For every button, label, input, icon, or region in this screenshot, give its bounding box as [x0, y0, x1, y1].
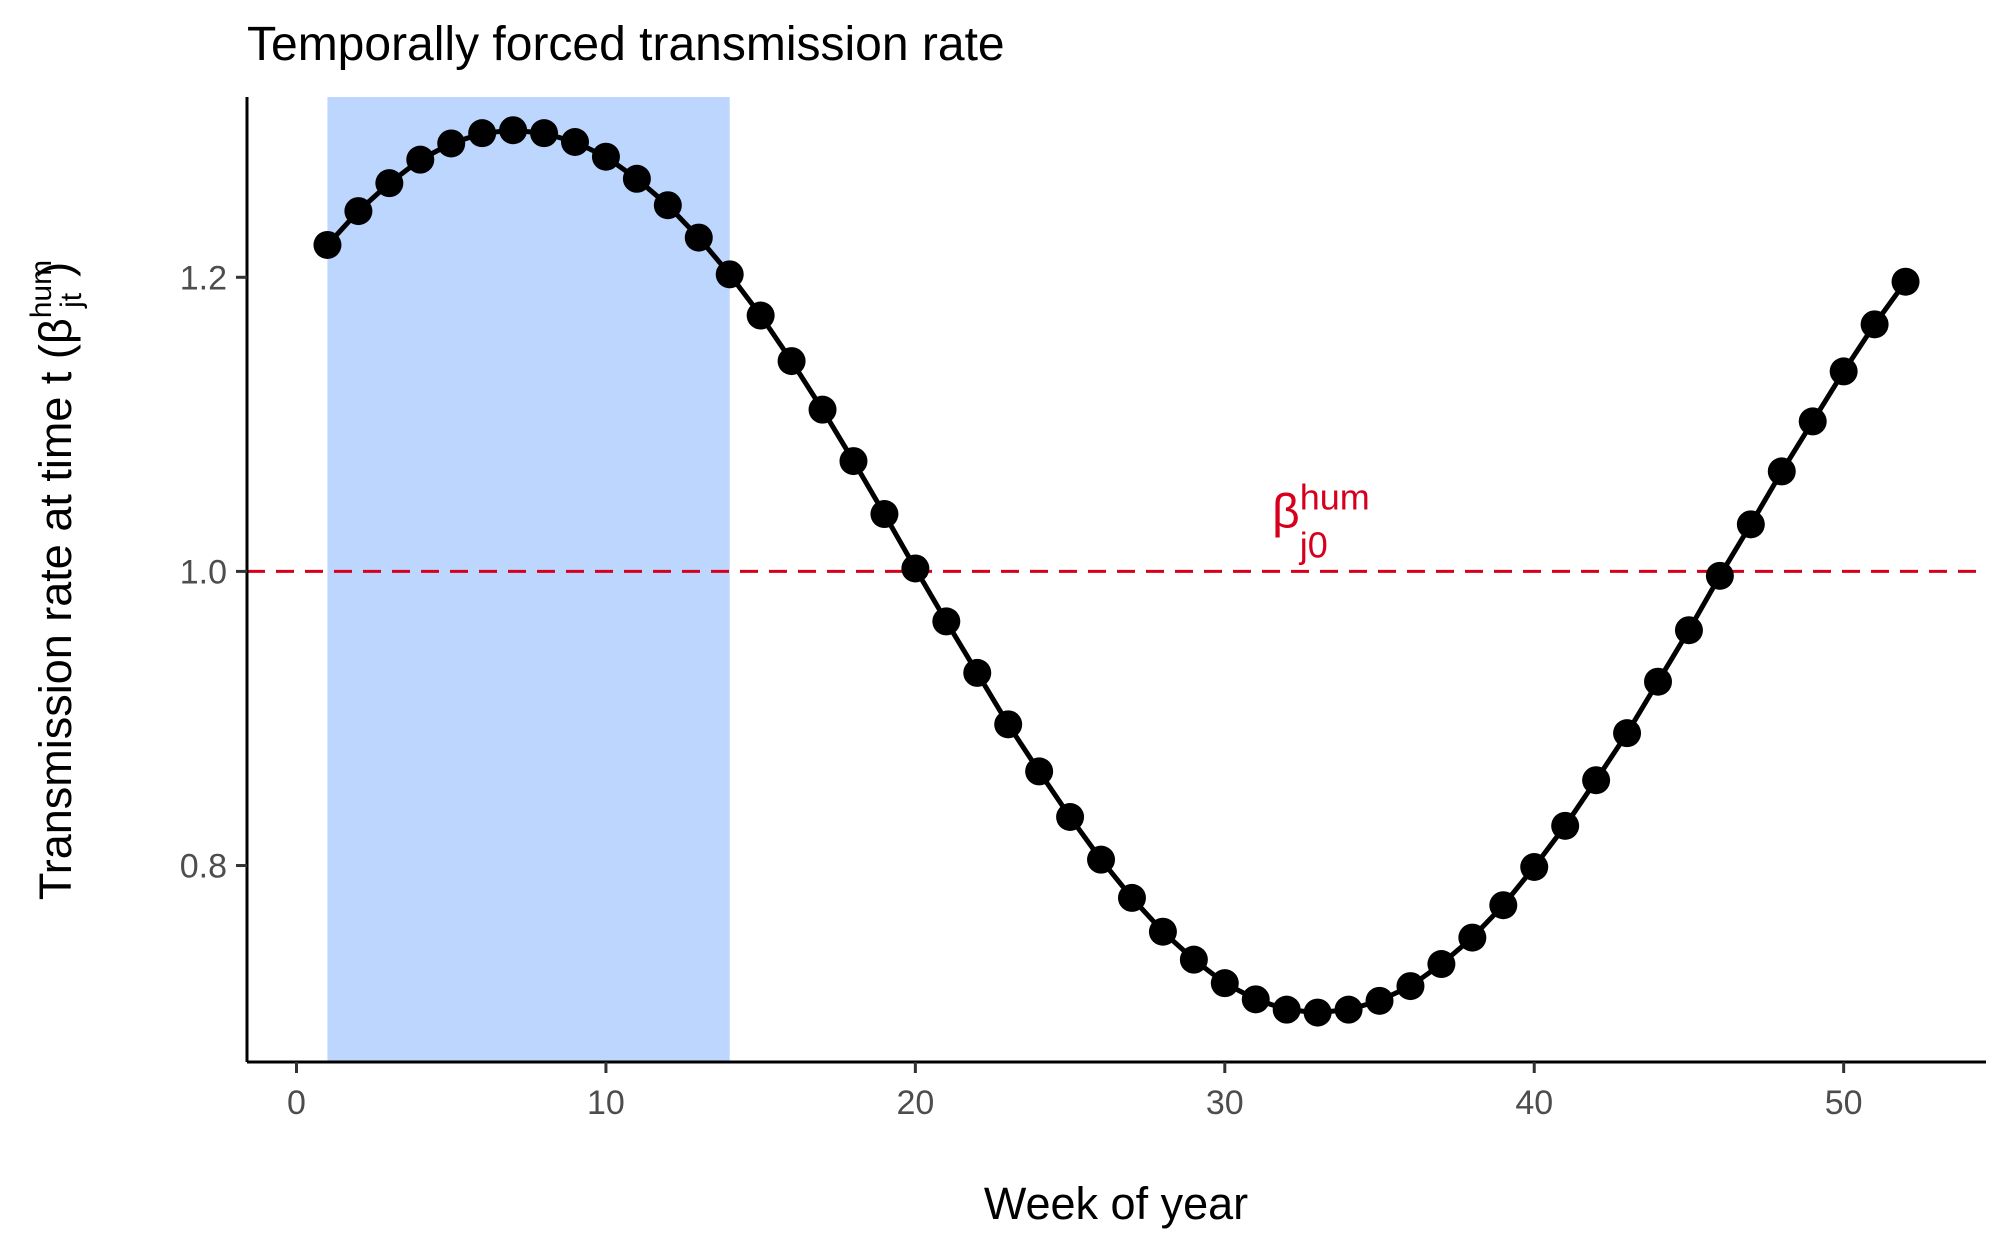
y-axis-title-close: )	[30, 262, 81, 277]
data-point	[437, 129, 466, 158]
data-point	[1087, 845, 1116, 874]
chart-title: Temporally forced transmission rate	[247, 18, 1005, 71]
data-point	[560, 128, 589, 156]
data-point	[591, 142, 620, 171]
data-point	[1334, 995, 1363, 1024]
data-point	[1489, 891, 1518, 920]
data-point	[1210, 969, 1239, 998]
data-point	[1117, 883, 1146, 912]
data-point	[1025, 757, 1054, 786]
data-point	[994, 710, 1023, 739]
x-ticks: 0 10 20 30 40 50	[287, 1062, 1863, 1122]
data-point	[1458, 923, 1487, 952]
x-tick-label: 50	[1825, 1084, 1863, 1122]
data-point	[901, 554, 930, 583]
ref-label-symbol: β	[1272, 485, 1300, 538]
data-point	[1829, 357, 1858, 386]
x-tick-label: 40	[1515, 1084, 1553, 1122]
y-tick-label: 0.8	[180, 848, 227, 886]
series-line	[325, 127, 1908, 1016]
data-point	[1179, 945, 1208, 974]
data-point	[1056, 803, 1085, 831]
data-point	[963, 658, 992, 687]
data-point	[1520, 853, 1549, 881]
data-point	[1148, 917, 1177, 946]
data-point	[1644, 667, 1673, 696]
data-point	[839, 447, 868, 476]
data-point	[777, 347, 806, 376]
data-point	[530, 119, 559, 148]
y-tick-label: 1.0	[180, 553, 227, 591]
data-point	[808, 395, 837, 424]
y-axis-title-superscript: hum	[25, 260, 58, 318]
data-point	[653, 191, 682, 220]
data-point	[1272, 995, 1301, 1024]
plot-area	[247, 97, 1986, 1062]
x-tick-label: 10	[587, 1084, 625, 1122]
data-point	[1705, 561, 1734, 590]
data-point	[1241, 985, 1270, 1014]
axes: 0 10 20 30 40 50 0.8 1.0 1.2	[180, 97, 1986, 1122]
x-tick-label: 20	[896, 1084, 934, 1122]
data-point	[1798, 407, 1827, 436]
data-point	[684, 223, 713, 252]
ref-label-superscript: hum	[1300, 476, 1370, 517]
data-point	[313, 230, 342, 259]
data-point	[499, 116, 528, 145]
y-tick-label: 1.2	[180, 259, 227, 297]
data-point	[1860, 310, 1889, 339]
data-point	[1396, 972, 1425, 1001]
y-axis-title-subscript: jt	[55, 292, 88, 309]
data-point	[870, 500, 899, 529]
x-tick-label: 0	[287, 1084, 306, 1122]
data-point	[1551, 811, 1580, 840]
y-axis-title: Transmission rate at time t (βhumjt)	[25, 260, 88, 900]
y-axis-title-symbol: β	[30, 318, 81, 344]
data-point	[1427, 950, 1456, 979]
data-point	[344, 197, 373, 226]
data-point	[468, 119, 497, 148]
shaded-region	[327, 97, 730, 1062]
series-layer	[313, 116, 1920, 1027]
data-point	[375, 169, 404, 198]
y-ticks: 0.8 1.0 1.2	[180, 259, 247, 886]
data-point	[1582, 766, 1611, 795]
data-point	[746, 301, 775, 330]
data-point	[1736, 510, 1765, 539]
data-point	[1303, 998, 1332, 1027]
data-point	[1767, 457, 1796, 486]
ref-label-subscript: j0	[1299, 524, 1328, 565]
y-axis-title-main: Transmission rate at time t (	[30, 344, 81, 900]
data-point	[1674, 616, 1703, 645]
data-point	[1613, 719, 1642, 748]
data-point	[622, 164, 651, 193]
x-axis-title: Week of year	[984, 1178, 1248, 1229]
data-point	[1365, 986, 1394, 1015]
x-tick-label: 30	[1206, 1084, 1244, 1122]
data-point	[1891, 267, 1920, 296]
reference-line-label: βhum j0	[1272, 476, 1370, 565]
data-point	[932, 607, 961, 636]
data-point	[715, 260, 744, 289]
data-point	[406, 145, 435, 174]
